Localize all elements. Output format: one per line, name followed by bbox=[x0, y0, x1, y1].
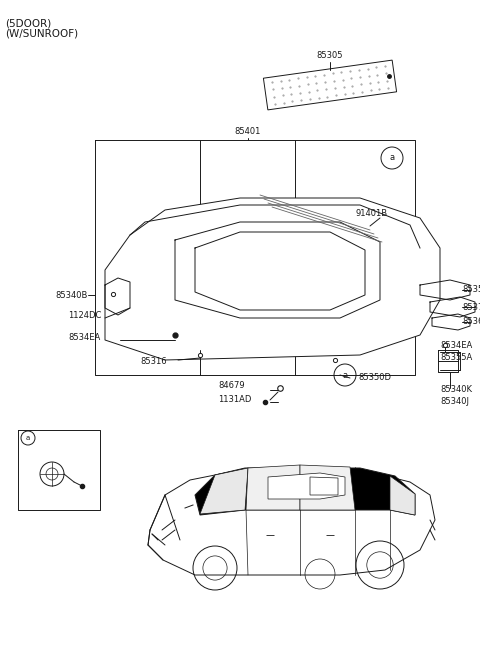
Polygon shape bbox=[246, 465, 300, 510]
Text: 85350D: 85350D bbox=[358, 373, 391, 382]
Polygon shape bbox=[390, 476, 415, 515]
Polygon shape bbox=[105, 198, 440, 360]
Polygon shape bbox=[200, 468, 248, 514]
Text: 85340B: 85340B bbox=[55, 291, 87, 300]
Text: 1131AD: 1131AD bbox=[218, 396, 252, 405]
Text: 1124DC: 1124DC bbox=[68, 310, 101, 319]
Polygon shape bbox=[148, 472, 435, 575]
Text: 8534EA: 8534EA bbox=[68, 333, 100, 342]
Text: 84679: 84679 bbox=[218, 380, 245, 390]
Text: 85360F: 85360F bbox=[462, 318, 480, 327]
Text: (5DOOR): (5DOOR) bbox=[5, 18, 51, 28]
Text: 85355A: 85355A bbox=[440, 352, 472, 361]
Polygon shape bbox=[310, 477, 338, 495]
Text: (W/SUNROOF): (W/SUNROOF) bbox=[5, 29, 78, 39]
Text: 85350K: 85350K bbox=[462, 285, 480, 295]
Text: 85340K: 85340K bbox=[440, 386, 472, 394]
Text: 91401B: 91401B bbox=[355, 209, 387, 218]
Polygon shape bbox=[300, 465, 355, 510]
Polygon shape bbox=[195, 468, 415, 515]
Polygon shape bbox=[264, 60, 396, 110]
Text: 85305: 85305 bbox=[317, 51, 343, 60]
Text: 85340J: 85340J bbox=[440, 398, 469, 407]
Text: a: a bbox=[342, 371, 348, 380]
Text: 85401: 85401 bbox=[235, 127, 261, 136]
Text: 85370B: 85370B bbox=[462, 302, 480, 312]
Text: a: a bbox=[26, 435, 30, 441]
Text: a: a bbox=[389, 154, 395, 163]
Polygon shape bbox=[268, 473, 345, 499]
Text: 8534EA: 8534EA bbox=[440, 340, 472, 350]
Text: 85316: 85316 bbox=[140, 358, 167, 367]
